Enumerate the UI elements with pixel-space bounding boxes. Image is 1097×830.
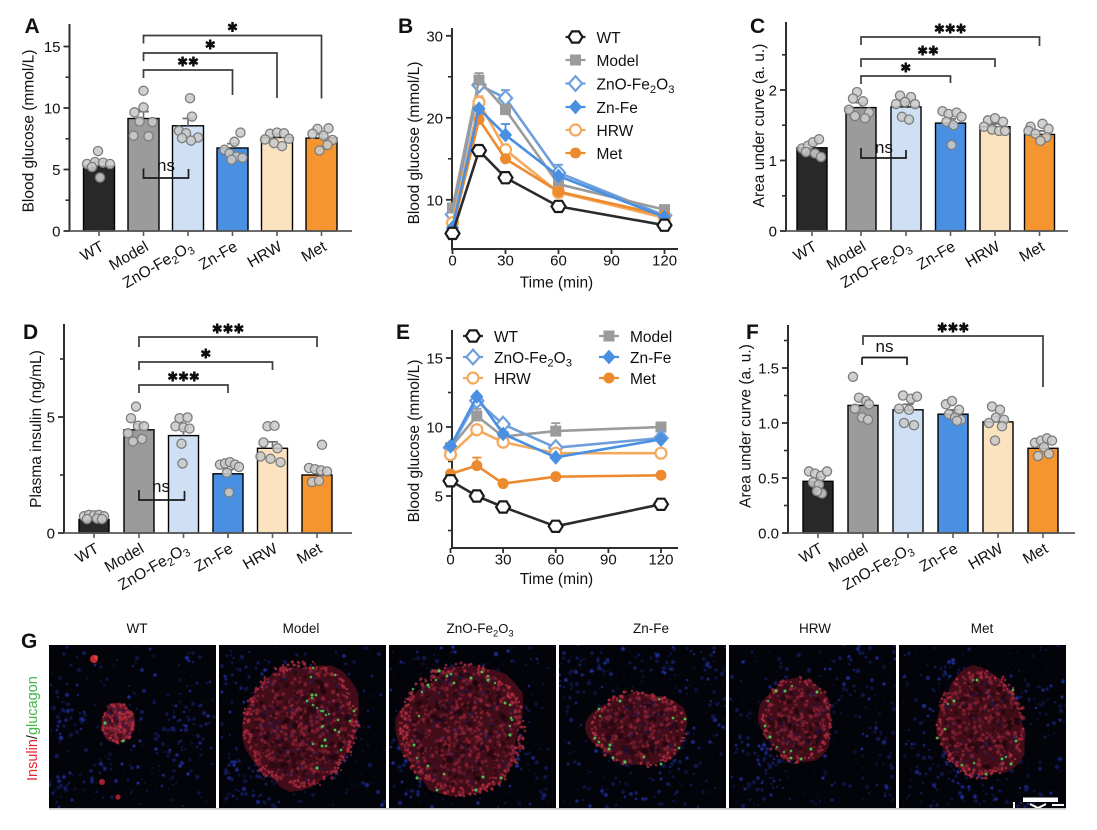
svg-text:Time (min): Time (min) (520, 571, 593, 588)
svg-text:ns: ns (875, 138, 893, 157)
svg-text:Model: Model (597, 53, 639, 70)
svg-text:ZnO-Fe2O3: ZnO-Fe2O3 (597, 77, 675, 97)
svg-text:120: 120 (648, 552, 673, 569)
svg-text:60: 60 (550, 253, 567, 270)
svg-text:Zn-Fe: Zn-Fe (597, 100, 638, 117)
svg-text:Plasma insulin (ng/mL): Plasma insulin (ng/mL) (28, 350, 45, 508)
svg-text:0: 0 (769, 224, 777, 241)
svg-text:ns: ns (157, 156, 175, 175)
svg-text:5: 5 (47, 410, 55, 427)
svg-text:1.5: 1.5 (758, 361, 779, 378)
svg-text:0.0: 0.0 (758, 526, 779, 543)
svg-text:0: 0 (448, 253, 456, 270)
svg-text:30: 30 (497, 253, 514, 270)
svg-text:90: 90 (600, 552, 617, 569)
svg-text:Met: Met (597, 146, 624, 163)
svg-text:HRW: HRW (597, 123, 634, 140)
svg-text:WT: WT (597, 30, 622, 47)
svg-text:Zn-Fe: Zn-Fe (630, 350, 671, 367)
svg-text:5: 5 (52, 162, 60, 179)
svg-text:ns: ns (876, 337, 894, 356)
svg-text:HRW: HRW (494, 371, 531, 388)
svg-text:10: 10 (44, 101, 61, 118)
svg-text:Blood glucose (mmol/L): Blood glucose (mmol/L) (406, 62, 423, 225)
svg-text:Model: Model (630, 329, 672, 346)
svg-text:15: 15 (426, 350, 443, 367)
svg-text:90: 90 (603, 253, 620, 270)
svg-text:Time (min): Time (min) (520, 275, 593, 292)
svg-text:30: 30 (426, 28, 443, 45)
svg-text:WT: WT (494, 329, 519, 346)
svg-text:10: 10 (426, 192, 443, 209)
svg-text:10: 10 (426, 419, 443, 436)
svg-text:0: 0 (47, 526, 55, 543)
svg-text:60: 60 (547, 552, 564, 569)
svg-text:0.5: 0.5 (758, 471, 779, 488)
svg-text:ZnO-Fe2O3: ZnO-Fe2O3 (494, 350, 572, 370)
svg-text:Blood glucose (mmol/L): Blood glucose (mmol/L) (21, 50, 38, 213)
svg-text:5: 5 (435, 488, 443, 505)
svg-text:1: 1 (769, 153, 777, 170)
svg-text:2: 2 (769, 83, 777, 100)
svg-text:Area under curve (a. u.): Area under curve (a. u.) (738, 344, 755, 508)
svg-text:1.0: 1.0 (758, 416, 779, 433)
svg-text:ns: ns (152, 477, 170, 496)
svg-text:15: 15 (44, 39, 61, 56)
svg-text:30: 30 (495, 552, 512, 569)
svg-text:20: 20 (426, 110, 443, 127)
svg-text:0: 0 (52, 224, 60, 241)
svg-text:0: 0 (446, 552, 454, 569)
svg-text:Blood glucose (mmol/L): Blood glucose (mmol/L) (406, 360, 423, 523)
svg-text:Met: Met (630, 371, 657, 388)
svg-text:120: 120 (652, 253, 677, 270)
svg-text:Area under curve (a. u.): Area under curve (a. u.) (751, 44, 768, 208)
